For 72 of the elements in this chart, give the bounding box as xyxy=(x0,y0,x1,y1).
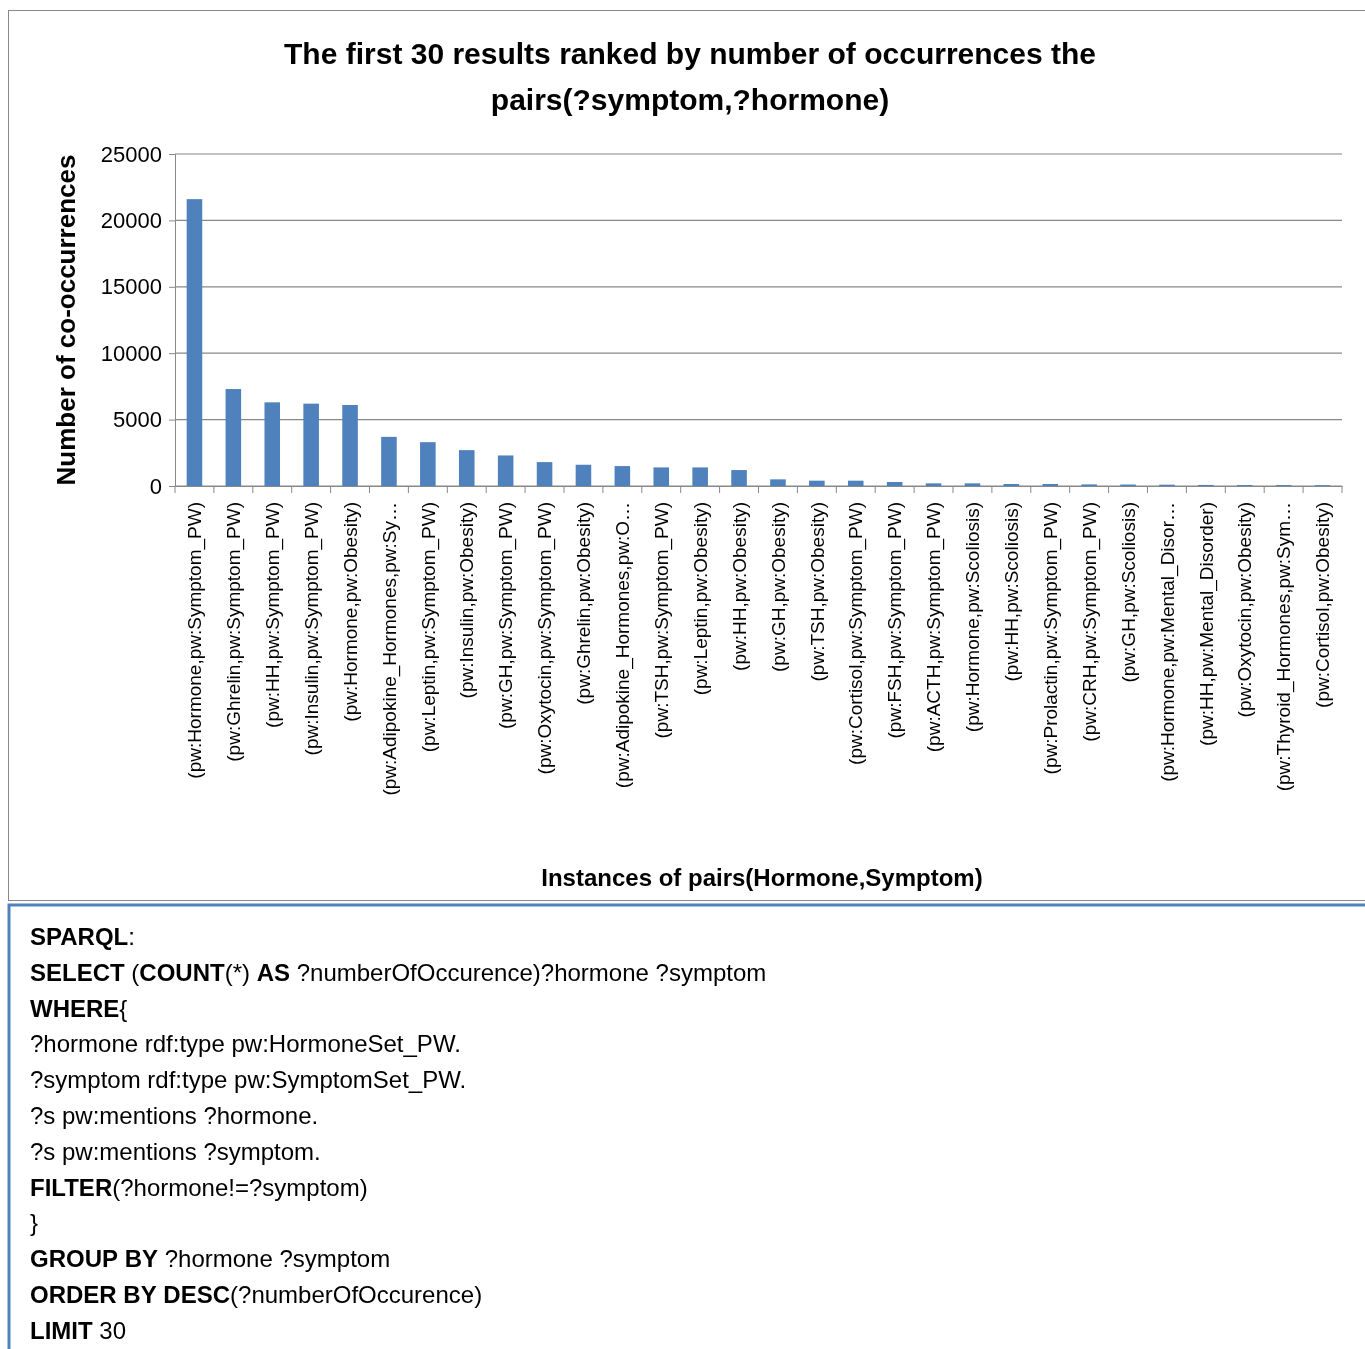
text: SELECT (COUNT(*) AS ?numberOfOccurence)?hormone ?symptom xyxy=(30,958,767,986)
x-tick-label: (pw:Adipokine_Hormones,pw:O… xyxy=(612,502,634,789)
bar xyxy=(964,483,981,486)
bar xyxy=(342,404,358,486)
x-tick-label: (pw:Hormone,pw:Mental_Disor… xyxy=(1156,502,1179,782)
y-tick-label: 10000 xyxy=(100,340,162,366)
x-tick-label: (pw:Cortisol,pw:Obesity) xyxy=(1312,502,1334,708)
x-tick-label: (pw:FSH,pw:Symptom_PW) xyxy=(884,502,907,739)
bar xyxy=(420,442,436,486)
x-axis-title: Instances of pairs(Hormone,Symptom) xyxy=(541,864,983,891)
text: ?s pw:mentions ?symptom. xyxy=(30,1137,321,1165)
bar xyxy=(809,480,825,486)
bar xyxy=(847,480,864,486)
x-tick-label: (pw:Insulin,pw:Obesity) xyxy=(456,502,478,699)
text: } xyxy=(30,1209,39,1237)
x-tick-label: (pw:HH,pw:Mental_Disorder) xyxy=(1195,502,1218,746)
bar xyxy=(536,462,553,486)
y-tick-label: 20000 xyxy=(100,207,162,233)
text: ?symptom rdf:type pw:SymptomSet_PW. xyxy=(30,1066,467,1094)
y-tick-label: 15000 xyxy=(100,274,162,300)
text: FILTER(?hormone!=?symptom) xyxy=(30,1173,368,1201)
x-tick-label: (pw:Oxytocin,pw:Obesity) xyxy=(1234,502,1256,718)
text: ORDER BY DESC(?numberOfOccurence) xyxy=(30,1281,483,1308)
bar xyxy=(925,483,942,486)
bar xyxy=(886,482,903,486)
x-tick-label: (pw:Oxytocin,pw:Symptom_PW) xyxy=(534,502,557,775)
x-tick-label: (pw:Insulin,pw:Symptom_PW) xyxy=(300,502,323,756)
x-tick-label: (pw:Leptin,pw:Symptom_PW) xyxy=(417,502,440,753)
bar xyxy=(303,403,319,486)
x-tick-label: (pw:Ghrelin,pw:Symptom_PW) xyxy=(223,502,245,762)
x-tick-label: (pw:GH,pw:Symptom_PW) xyxy=(495,502,518,729)
bar xyxy=(731,470,747,486)
x-tick-label: (pw:Adipokine_Hormones,pw:Sy… xyxy=(378,502,401,796)
chart-title: The first 30 results ranked by number of occurrences the pairs(?symptom,?hormone) xyxy=(284,37,1096,116)
text: ?hormone rdf:type pw:HormoneSet_PW. xyxy=(30,1030,461,1058)
y-tick-label: 0 xyxy=(149,473,162,499)
y-tick-label: 5000 xyxy=(113,407,162,433)
bar xyxy=(497,455,514,486)
text: WHERE{ xyxy=(30,994,128,1022)
bar xyxy=(653,467,670,486)
bar xyxy=(770,479,786,486)
y-tick-label: 25000 xyxy=(100,141,162,167)
x-tick-label: (pw:HH,pw:Obesity) xyxy=(728,502,750,671)
y-axis-title: Number of co-occurrences xyxy=(51,154,81,486)
bar xyxy=(614,466,631,486)
x-tick-label: (pw:Thyroid_Hormones,pw:Sym… xyxy=(1273,502,1296,792)
x-tick-label: (pw:Ghrelin,pw:Obesity) xyxy=(573,502,595,705)
bar xyxy=(264,402,281,486)
text: LIMIT 30 xyxy=(30,1316,127,1344)
x-tick-label: (pw:ACTH,pw:Symptom_PW) xyxy=(923,502,946,753)
x-tick-label: (pw:HH,pw:Scoliosis) xyxy=(1001,502,1022,682)
bar xyxy=(575,464,592,486)
text: ?s pw:mentions ?hormone. xyxy=(30,1102,319,1129)
x-tick-label: (pw:Hormone,pw:Obesity) xyxy=(339,502,361,722)
x-tick-label: (pw:GH,pw:Scoliosis) xyxy=(1117,502,1139,683)
bar xyxy=(692,467,708,486)
text: SPARQL: xyxy=(30,923,135,950)
bar xyxy=(381,436,397,486)
x-tick-label: (pw:Prolactin,pw:Symptom_PW) xyxy=(1039,502,1062,775)
bar xyxy=(225,389,242,486)
x-tick-label: (pw:Hormone,pw:Symptom_PW) xyxy=(184,502,207,779)
x-tick-label: (pw:GH,pw:Obesity) xyxy=(767,502,789,672)
text: GROUP BY ?hormone ?symptom xyxy=(30,1245,391,1273)
x-tick-label: (pw:Cortisol,pw:Symptom_PW) xyxy=(845,502,868,765)
x-tick-label: (pw:TSH,pw:Obesity) xyxy=(806,502,828,682)
x-tick-label: (pw:Leptin,pw:Obesity) xyxy=(689,502,711,696)
x-tick-label: (pw:Hormone,pw:Scoliosis) xyxy=(962,502,984,733)
x-tick-label: (pw:HH,pw:Symptom_PW) xyxy=(261,502,284,728)
bar xyxy=(458,450,475,486)
x-tick-label: (pw:TSH,pw:Symptom_PW) xyxy=(650,502,673,739)
x-tick-label: (pw:CRH,pw:Symptom_PW) xyxy=(1078,502,1101,742)
bar xyxy=(186,199,203,486)
